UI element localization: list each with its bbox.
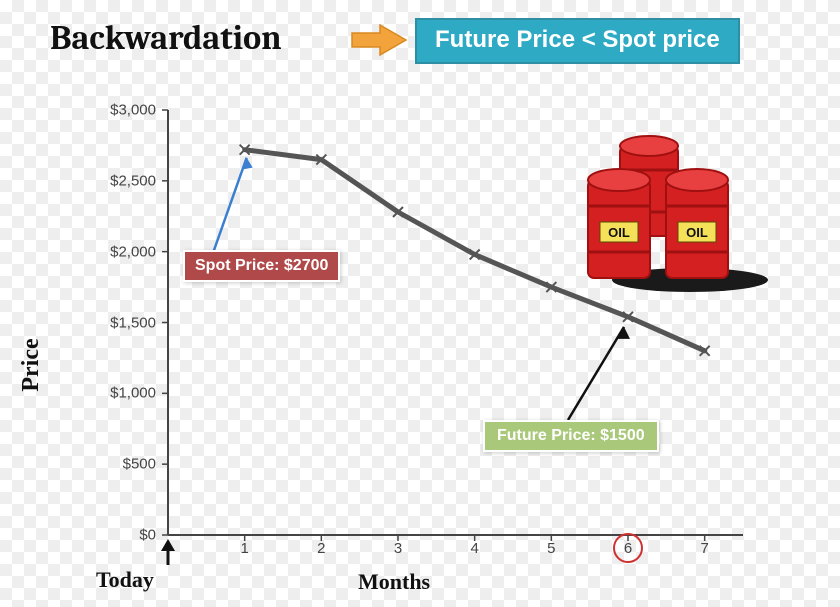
oil-label: OIL xyxy=(608,225,630,240)
highlight-circle xyxy=(613,533,643,563)
y-tick-label: $2,000 xyxy=(96,243,156,260)
arrow-icon xyxy=(348,22,410,63)
y-tick-label: $1,500 xyxy=(96,314,156,331)
y-tick-label: $500 xyxy=(96,456,156,473)
page-title: Backwardation xyxy=(50,18,282,58)
x-tick-label: 2 xyxy=(317,540,325,557)
y-tick-label: $1,000 xyxy=(96,385,156,402)
y-tick-label: $0 xyxy=(96,527,156,544)
x-tick-label: 7 xyxy=(701,540,709,557)
y-axis-title: Price xyxy=(18,338,45,391)
oil-label: OIL xyxy=(686,225,708,240)
future-price-rule-box: Future Price < Spot price xyxy=(415,18,740,64)
x-axis-title: Months xyxy=(358,569,430,595)
x-tick-label: 1 xyxy=(241,540,249,557)
x-tick-label: 4 xyxy=(471,540,479,557)
spot-price-callout: Spot Price: $2700 xyxy=(183,250,340,282)
y-tick-label: $3,000 xyxy=(96,102,156,119)
x-tick-label: 5 xyxy=(547,540,555,557)
today-label: Today xyxy=(96,567,154,593)
y-tick-label: $2,500 xyxy=(96,172,156,189)
x-tick-label: 3 xyxy=(394,540,402,557)
future-price-callout: Future Price: $1500 xyxy=(483,420,659,452)
oil-barrels-icon: OIL OIL xyxy=(580,128,770,303)
